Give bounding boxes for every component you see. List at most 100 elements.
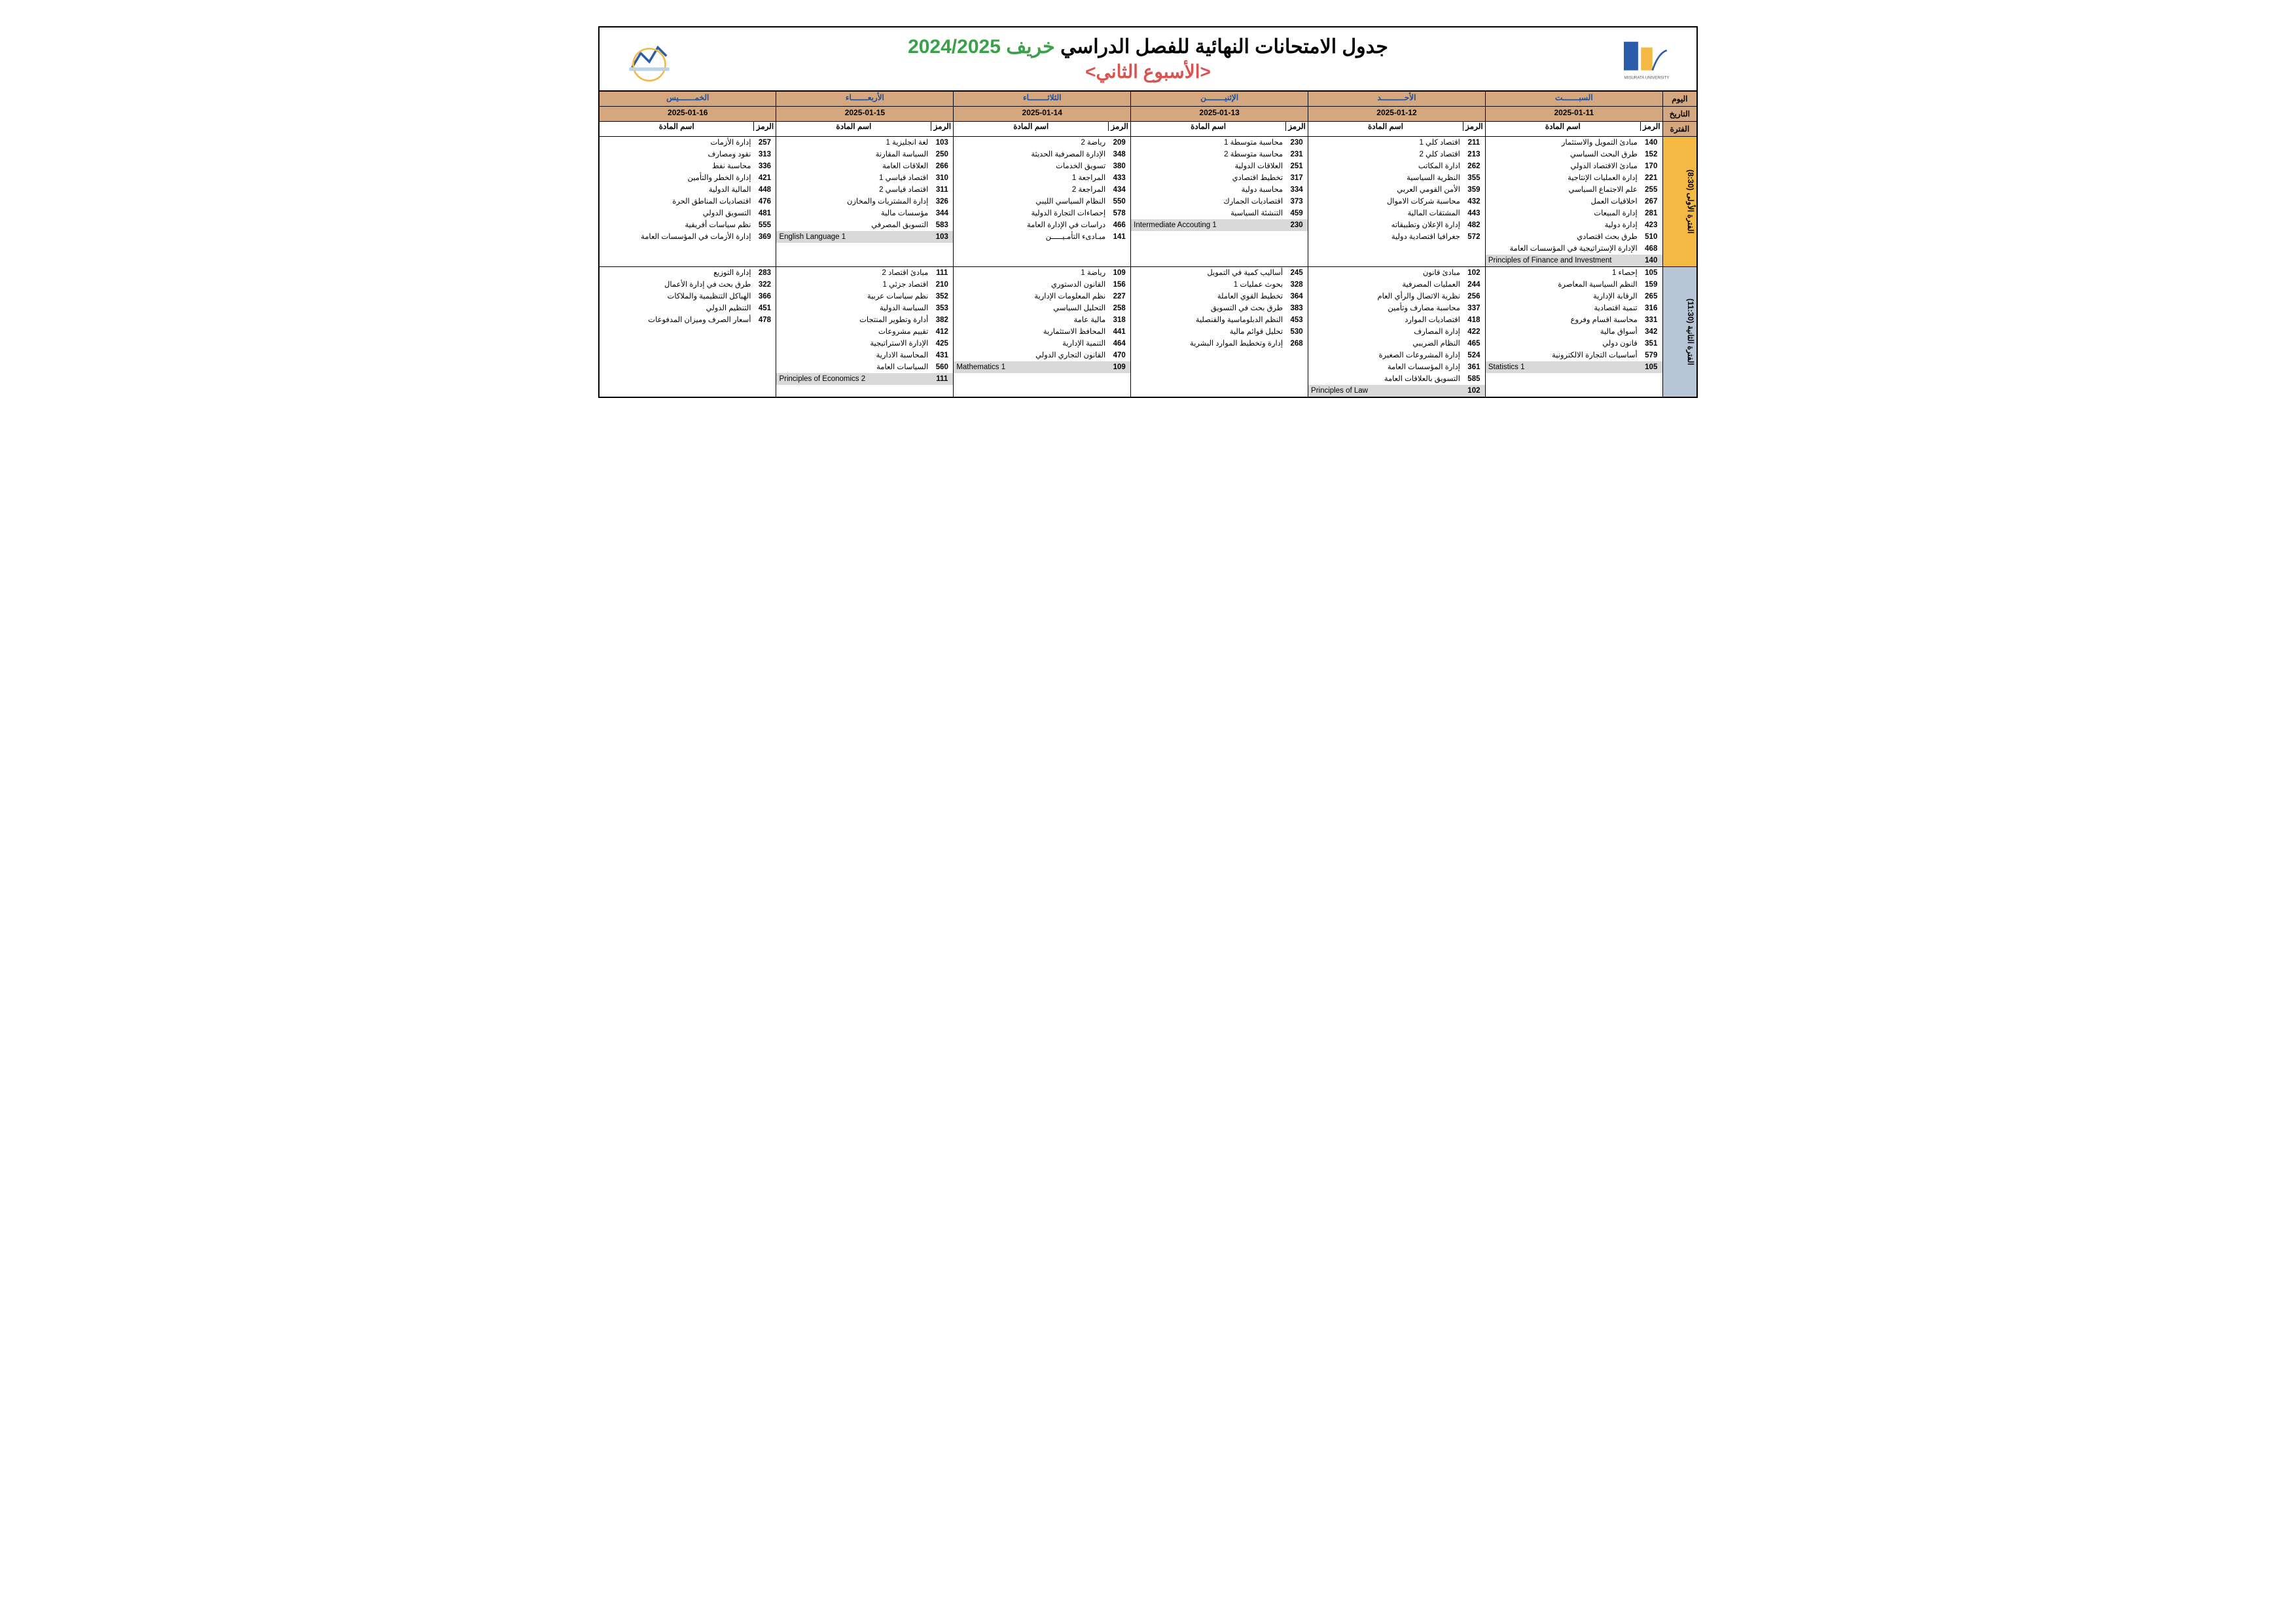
course-row: 105Statistics 1 [1486, 361, 1662, 373]
course-row: 111Principles of Economics 2 [776, 373, 953, 385]
course-name: تسويق الخدمات [954, 160, 1108, 172]
course-code: 102 [1463, 267, 1485, 279]
course-name: مبـادىء التأمـيـــــن [954, 231, 1108, 243]
course-name: مبادئ قانون [1308, 267, 1463, 279]
course-name: تنمية اقتصادية [1486, 302, 1640, 314]
course-code: 524 [1463, 350, 1485, 361]
course-row: 351قانون دولي [1486, 338, 1662, 350]
course-code: 383 [1285, 302, 1308, 314]
course-row: 213اقتصاد كلي 2 [1308, 149, 1485, 160]
day-name: الأربعـــــــاء [776, 91, 954, 107]
course-code: 465 [1463, 338, 1485, 350]
course-code: 268 [1285, 338, 1308, 350]
course-row: 482إدارة الإعلان وتطبيقاته [1308, 219, 1485, 231]
course-name: الإدارة المصرفية الحديثة [954, 149, 1108, 160]
course-code: 105 [1640, 361, 1662, 373]
course-code: 111 [931, 373, 953, 385]
course-code: 210 [931, 279, 953, 291]
course-code: 510 [1640, 231, 1662, 243]
course-code: 418 [1463, 314, 1485, 326]
course-row: 572جغرافيا اقتصادية دولية [1308, 231, 1485, 243]
course-name: نظم المعلومات الإدارية [954, 291, 1108, 302]
course-code: 423 [1640, 219, 1662, 231]
course-code: 156 [1108, 279, 1130, 291]
course-code: 102 [1463, 385, 1485, 397]
course-code: 230 [1285, 137, 1308, 149]
course-code: 105 [1640, 267, 1662, 279]
course-name: النظام السياسي الليبي [954, 196, 1108, 208]
course-code: 342 [1640, 326, 1662, 338]
course-code: 382 [931, 314, 953, 326]
course-row: 382أدارة وتطوير المنتجات [776, 314, 953, 326]
course-name: رياضة 2 [954, 137, 1108, 149]
sub-hdr: الرمزاسم المادة [954, 122, 1131, 137]
course-code: 211 [1463, 137, 1485, 149]
course-code: 434 [1108, 184, 1130, 196]
course-code: 421 [753, 172, 776, 184]
course-name: إدارة الأزمات في المؤسسات العامة [600, 231, 753, 243]
day-cell: 103لغة انجليزية 1250السياسة المقارنة266ا… [776, 137, 954, 267]
course-code: 470 [1108, 350, 1130, 361]
day-date: 2025-01-12 [1308, 107, 1486, 122]
course-name: التسويق بالعلاقات العامة [1308, 373, 1463, 385]
course-name: المحاسبة الادارية [776, 350, 931, 361]
day-cell: 209رياضة 2348الإدارة المصرفية الحديثة380… [954, 137, 1131, 267]
course-name: أسعار الصرف وميزان المدفوعات [600, 314, 753, 326]
day-date: 2025-01-13 [1131, 107, 1308, 122]
course-name: اقتصاد قياسي 2 [776, 184, 931, 196]
course-row: 364تخطيط القوي العاملة [1131, 291, 1308, 302]
course-row: 316تنمية اقتصادية [1486, 302, 1662, 314]
course-row: 550النظام السياسي الليبي [954, 196, 1130, 208]
course-code: 255 [1640, 184, 1662, 196]
course-code: 478 [753, 314, 776, 326]
row-daynames: اليوم السبـــــــت الأحــــــــــد الإثن… [599, 91, 1697, 107]
course-code: 317 [1285, 172, 1308, 184]
course-name: English Language 1 [776, 231, 931, 243]
course-row: 478أسعار الصرف وميزان المدفوعات [600, 314, 776, 326]
day-date: 2025-01-16 [599, 107, 776, 122]
course-code: 322 [753, 279, 776, 291]
course-code: 579 [1640, 350, 1662, 361]
course-code: 425 [931, 338, 953, 350]
course-code: 336 [753, 160, 776, 172]
course-row: 583التسويق المصرفي [776, 219, 953, 231]
day-name: الثلاثــــــــاء [954, 91, 1131, 107]
course-code: 353 [931, 302, 953, 314]
course-name: محاسبة شركات الاموال [1308, 196, 1463, 208]
course-row: 170مبادئ الاقتصاد الدولي [1486, 160, 1662, 172]
course-name: محاسبة نفط [600, 160, 753, 172]
course-row: 459التنشئة السياسية [1131, 208, 1308, 219]
course-row: 230محاسبة متوسطة 1 [1131, 137, 1308, 149]
period-row: الفترة الثانية (11:30)105إحصاء 1159النظم… [599, 267, 1697, 398]
course-name: نقود ومصارف [600, 149, 753, 160]
course-code: 140 [1640, 137, 1662, 149]
course-row: 281إدارة المبيعات [1486, 208, 1662, 219]
course-name: المراجعة 1 [954, 172, 1108, 184]
course-name: القانون التجاري الدولي [954, 350, 1108, 361]
course-name: الهياكل التنظيمية والملاكات [600, 291, 753, 302]
course-row: 221إدارة العمليات الإنتاجية [1486, 172, 1662, 184]
course-row: 425الإدارة الاستراتيجية [776, 338, 953, 350]
course-row: 231محاسبة متوسطة 2 [1131, 149, 1308, 160]
course-row: 109Mathematics 1 [954, 361, 1130, 373]
course-name: السياسات العامة [776, 361, 931, 373]
course-name: إدارة التوزيع [600, 267, 753, 279]
course-name: إدارة المؤسسات العامة [1308, 361, 1463, 373]
course-name: محاسبة مصارف وتأمين [1308, 302, 1463, 314]
course-name: القانون الدستوري [954, 279, 1108, 291]
day-cell: 140مبادئ التمويل والاستثمار152طرق البحث … [1485, 137, 1662, 267]
course-name: المالية الدولية [600, 184, 753, 196]
faculty-logo [610, 33, 689, 85]
course-row: 466دراسات في الإدارة العامة [954, 219, 1130, 231]
course-name: دراسات في الإدارة العامة [954, 219, 1108, 231]
course-row: 102مبادئ قانون [1308, 267, 1485, 279]
sub-hdr: الرمزاسم المادة [1131, 122, 1308, 137]
course-name: إدارة المشتريات والمخازن [776, 196, 931, 208]
course-row: 578إحصاءات التجارة الدولية [954, 208, 1130, 219]
course-name: النظم الدبلوماسية والقنصلية [1131, 314, 1285, 326]
course-name: المشتقات المالية [1308, 208, 1463, 219]
day-cell: 245أساليب كمية في التمويل328بحوث عمليات … [1131, 267, 1308, 398]
course-name: مبادئ التمويل والاستثمار [1486, 137, 1640, 149]
university-logo: MISURATA UNIVERSITY [1607, 33, 1686, 85]
course-name: النظم السياسية المعاصرة [1486, 279, 1640, 291]
